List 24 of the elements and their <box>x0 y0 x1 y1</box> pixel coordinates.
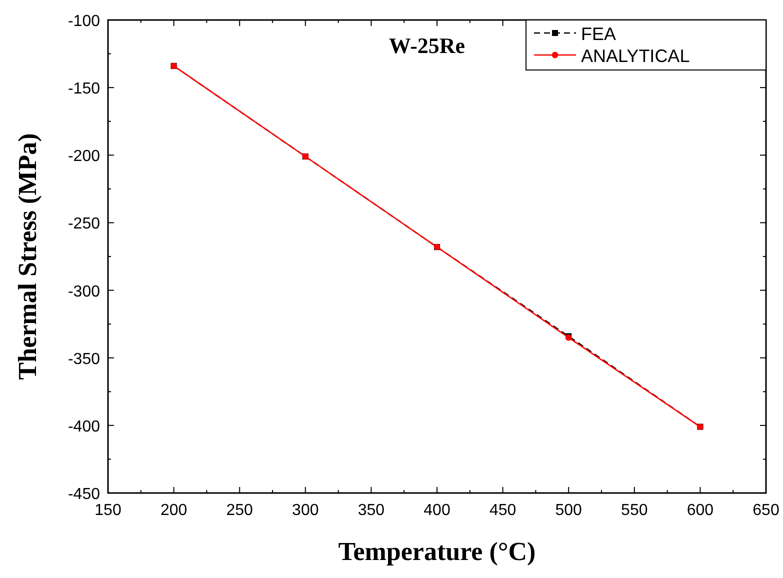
x-axis-title: Temperature (°C) <box>338 537 536 566</box>
x-tick-label: 300 <box>292 502 319 519</box>
x-tick-label: 550 <box>621 502 648 519</box>
x-tick-label: 400 <box>424 502 450 519</box>
x-tick-label: 150 <box>94 502 122 519</box>
text: W-25Re <box>388 33 466 58</box>
y-tick-label: -150 <box>68 80 100 98</box>
legend-label: ANALYTICAL <box>581 46 690 66</box>
x-tick-label: 350 <box>358 502 385 519</box>
x-tick-label: 200 <box>160 502 188 519</box>
x-tick-label: 250 <box>226 502 254 519</box>
x-tick-label: 650 <box>752 502 780 519</box>
x-tick-label: 450 <box>489 502 516 519</box>
y-tick-label: -450 <box>68 486 100 503</box>
y-tick-label: -400 <box>68 418 100 436</box>
y-tick-label: -200 <box>68 148 100 166</box>
y-tick-label: -350 <box>68 350 100 368</box>
y-tick-label: -300 <box>68 283 100 300</box>
x-tick-label: 500 <box>555 502 582 519</box>
y-tick-label: -250 <box>68 216 100 233</box>
x-tick-label: 600 <box>686 502 714 519</box>
y-axis-title: Thermal Stress (MPa) <box>13 133 42 380</box>
y-tick-label: -100 <box>68 13 100 30</box>
legend-label: FEA <box>581 24 616 44</box>
